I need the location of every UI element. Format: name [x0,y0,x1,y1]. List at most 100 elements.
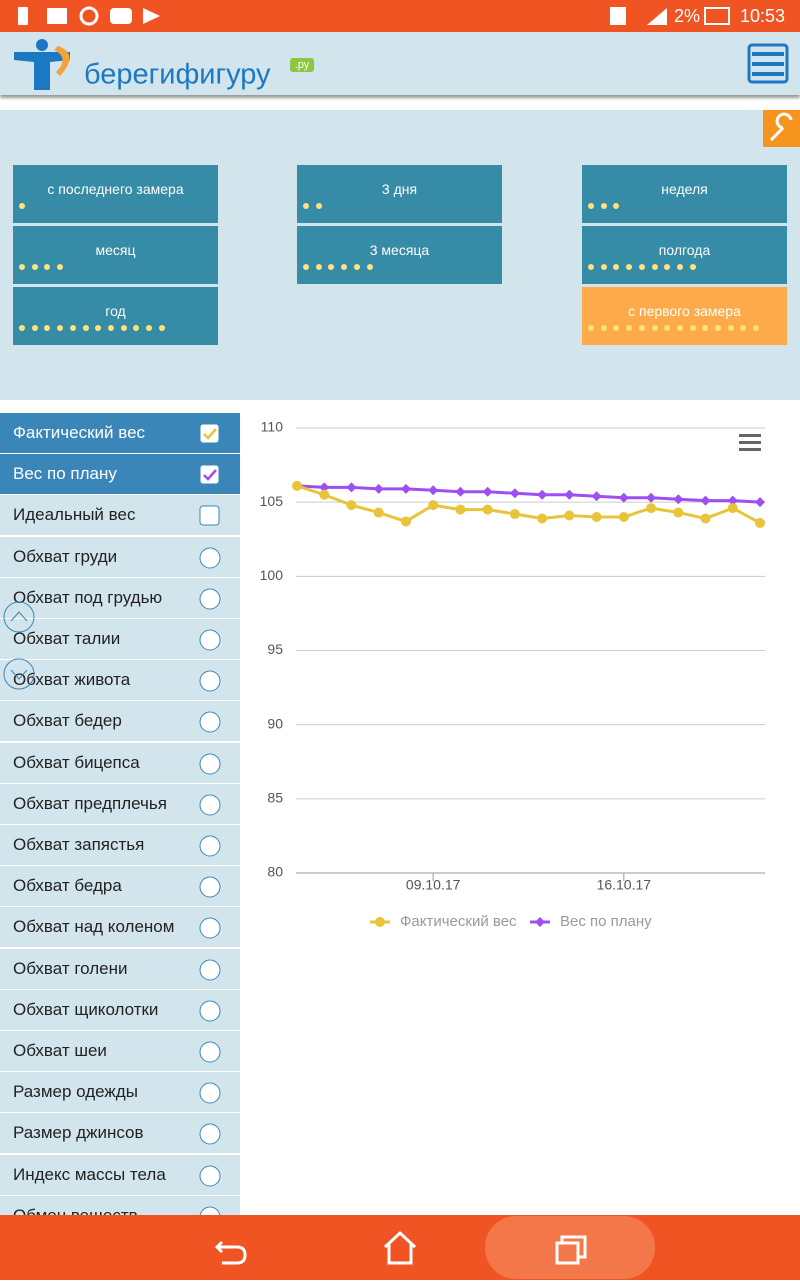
radio[interactable] [198,628,222,652]
measure-item[interactable]: Размер джинсов [0,1113,240,1154]
measure-item[interactable]: Размер одежды [0,1072,240,1113]
measure-item[interactable]: Обхват предплечья [0,783,240,824]
point [400,483,411,494]
radio[interactable] [198,1081,222,1105]
measure-item[interactable]: Индекс массы тела [0,1154,240,1195]
period-button[interactable]: месяц [13,226,218,284]
radio[interactable] [198,875,222,899]
measure-item[interactable]: Обхват груди [0,536,240,577]
radio[interactable] [198,587,222,611]
chart-menu-bar [739,441,761,444]
dot [753,325,760,331]
period-label: 3 дня [381,181,418,197]
menu-button[interactable] [747,43,789,84]
radio-circle [199,959,221,981]
point [482,486,493,497]
period-button[interactable]: год [13,287,218,345]
x-tick-label: 16.10.17 [597,877,652,893]
recent-button[interactable] [555,1235,587,1265]
radio[interactable] [198,834,222,858]
radio[interactable] [198,999,222,1023]
checkbox-box [199,423,220,444]
period-button[interactable]: с последнего замера [13,165,218,223]
point [535,917,545,927]
radio[interactable] [198,1040,222,1064]
chart-menu[interactable] [739,434,761,451]
checkbox[interactable] [198,504,222,528]
radio[interactable] [198,752,222,776]
measure-item[interactable]: Обхват запястья [0,825,240,865]
point [346,482,357,493]
measure-list: Фактический вес Вес по плану Идеальный вес… [0,413,240,1216]
period-button[interactable]: 3 дня [297,165,502,223]
dot [341,264,348,270]
checkbox[interactable] [198,422,222,446]
measure-item[interactable]: Обхват живота [0,660,240,701]
measure-label: Обхват шеи [13,1041,107,1060]
dot [133,325,140,331]
dot [676,264,683,270]
radio[interactable] [198,793,222,817]
y-tick-label: 90 [267,715,283,731]
dot [651,264,658,270]
y-tick-label: 80 [267,864,283,880]
dot [120,325,127,331]
scroll-up[interactable] [3,601,35,633]
home-button[interactable] [383,1230,417,1265]
measure-item[interactable]: Обхват бицепса [0,742,240,783]
measure-item[interactable]: Обхват бедер [0,701,240,742]
measure-item[interactable]: Обмен веществ [0,1195,240,1216]
point [700,513,711,524]
point [537,489,548,500]
radio[interactable] [198,669,222,693]
dot [638,264,645,270]
measure-item[interactable]: Обхват бедра [0,866,240,907]
point [482,504,493,515]
period-button[interactable]: неделя [582,165,787,223]
scroll-down[interactable] [3,658,35,690]
radio[interactable] [198,916,222,940]
dot [315,203,322,209]
measure-item[interactable]: Обхват голени [0,948,240,989]
dot [57,264,64,270]
radio[interactable] [198,710,222,734]
period-button[interactable]: полгода [582,226,787,284]
scroll-down-circle[interactable] [3,658,35,690]
dot [158,325,165,331]
back-button[interactable] [214,1240,247,1265]
measure-item[interactable]: Обхват шеи [0,1031,240,1071]
y-tick-label: 110 [261,419,284,435]
period-button[interactable]: с первого замера [582,287,787,345]
logo-figure [54,46,70,76]
point [727,503,738,514]
dot [613,325,620,331]
dot [44,325,51,331]
scroll-up-circle[interactable] [3,601,35,633]
period-dots [19,264,219,272]
radio-circle [199,1206,221,1216]
y-tick-label: 85 [267,790,283,806]
settings-button[interactable] [763,110,800,147]
checkbox[interactable] [198,463,222,487]
radio[interactable] [198,1164,222,1188]
radio[interactable] [198,958,222,982]
nav-bar [0,1215,800,1280]
measure-item[interactable]: Обхват под грудью [0,577,240,618]
dot [626,325,633,331]
period-label: с первого замера [628,303,741,319]
measure-item[interactable]: Обхват талии [0,619,240,659]
radio[interactable] [198,1205,222,1216]
radio[interactable] [198,1122,222,1146]
header-graphics: берегифигуру .ру [14,39,789,91]
measure-item[interactable]: Фактический вес [0,413,240,453]
dot [664,264,671,270]
measure-item[interactable]: Идеальный вес [0,495,240,536]
measure-item[interactable]: Обхват над коленом [0,907,240,948]
point [346,500,357,511]
measure-item[interactable]: Обхват щиколотки [0,989,240,1030]
period-label: неделя [661,181,708,197]
radio[interactable] [198,546,222,570]
measure-item[interactable]: Вес по плану [0,454,240,495]
period-button[interactable]: 3 месяца [297,226,502,284]
menu-frame[interactable] [747,43,789,84]
